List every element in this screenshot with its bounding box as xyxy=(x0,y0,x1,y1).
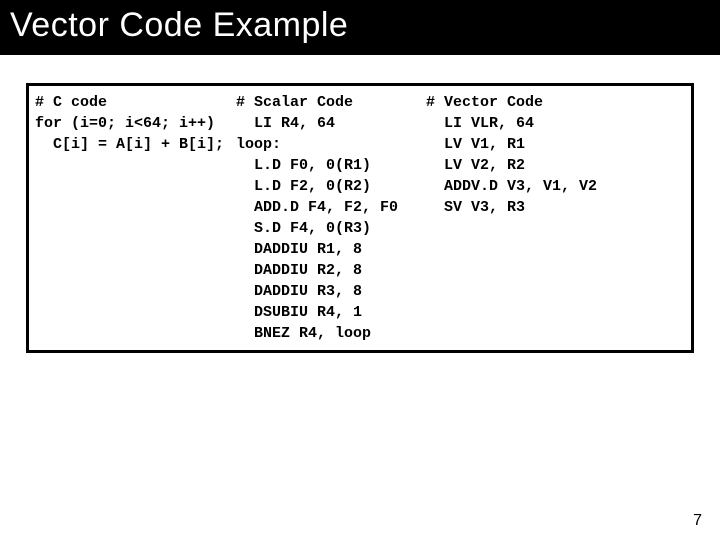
c-code-column: # C code for (i=0; i<64; i++) C[i] = A[i… xyxy=(29,86,230,350)
page-number: 7 xyxy=(693,512,702,530)
vector-code-column: # Vector Code LI VLR, 64 LV V1, R1 LV V2… xyxy=(420,86,691,350)
scalar-code-column: # Scalar Code LI R4, 64 loop: L.D F0, 0(… xyxy=(230,86,420,350)
content-area: # C code for (i=0; i<64; i++) C[i] = A[i… xyxy=(0,55,720,353)
code-box: # C code for (i=0; i<64; i++) C[i] = A[i… xyxy=(26,83,694,353)
slide-title: Vector Code Example xyxy=(10,6,348,44)
slide-title-bar: Vector Code Example xyxy=(0,0,720,55)
